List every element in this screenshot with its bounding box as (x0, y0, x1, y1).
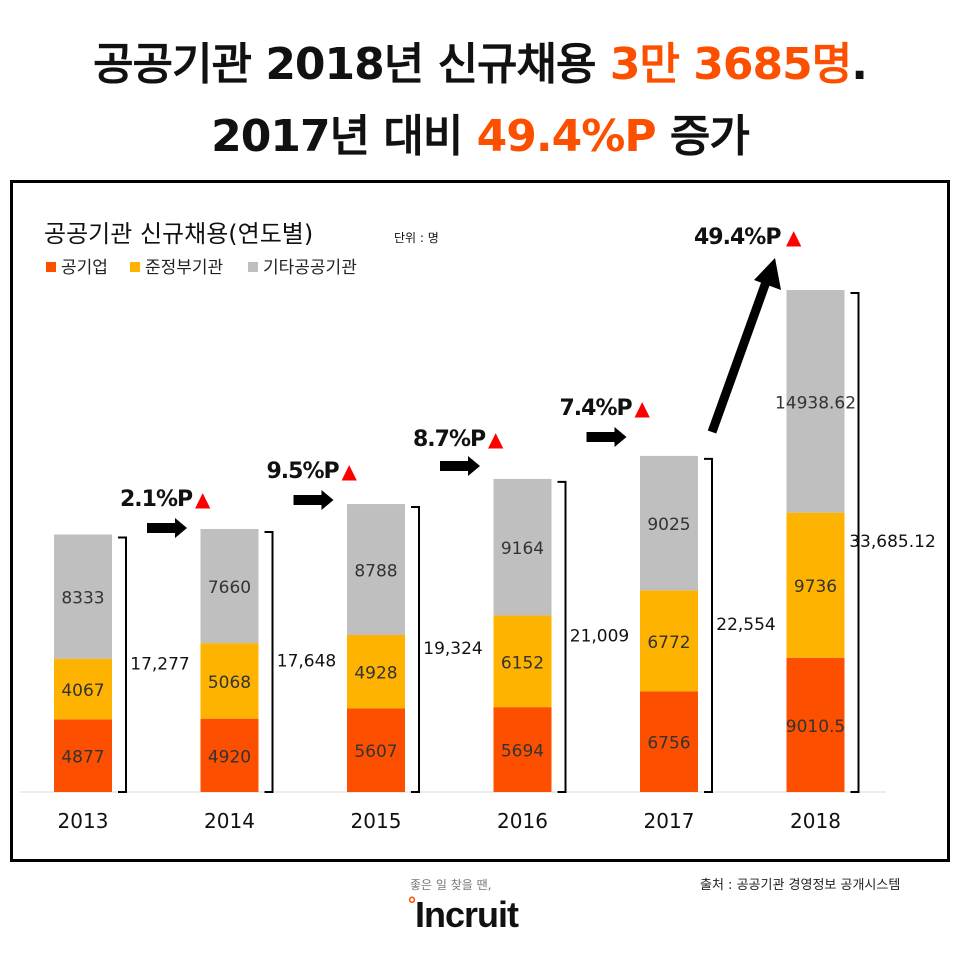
bar-segment (347, 708, 405, 792)
bar-segment (640, 455, 698, 591)
unit-label: 단위 : 명 (394, 231, 439, 245)
segment-label: 4067 (61, 681, 104, 701)
segment-label: 5068 (208, 673, 251, 693)
segment-label: 9736 (794, 577, 837, 597)
source-note: 출처 : 공공기관 경영정보 공개시스템 (700, 878, 901, 893)
segment-label: 6756 (647, 734, 690, 754)
total-bracket (704, 457, 713, 793)
segment-label: 14938.62 (775, 393, 856, 413)
segment-label: 4928 (354, 664, 397, 684)
legend-label: 기타공공기관 (263, 258, 357, 278)
legend-swatch (248, 262, 258, 272)
up-triangle-icon: ▲ (786, 225, 802, 249)
bar-segment (640, 590, 698, 692)
chart-frame (10, 180, 950, 862)
right-arrow-icon (293, 490, 334, 510)
bar-segment (786, 657, 845, 792)
incruit-logo: °Incruit (408, 894, 519, 935)
headline-line-1: 공공기관 2018년 신규채용 3만 3685명. (0, 28, 960, 92)
big-arrow-head (754, 258, 781, 290)
x-tick-label: 2014 (204, 809, 255, 833)
total-bracket (557, 480, 567, 793)
x-tick-label: 2013 (58, 809, 109, 833)
total-label: 22,554 (716, 615, 775, 635)
growth-label: 9.5%P (267, 459, 340, 484)
legend-swatch (46, 262, 56, 272)
headline-line-2: 2017년 대비 49.4%P 증가 (0, 100, 960, 164)
growth-label: 49.4%P (694, 225, 781, 250)
up-triangle-icon: ▲ (488, 427, 504, 451)
legend-label: 준정부기관 (145, 258, 223, 278)
logo-tagline: 좋은 일 찾을 땐, (410, 878, 492, 892)
bar-segment (493, 478, 552, 616)
bar-segment (493, 615, 552, 708)
bar-segment (54, 658, 112, 720)
chart-title: 공공기관 신규채용(연도별) (44, 220, 313, 248)
x-tick-label: 2016 (497, 809, 548, 833)
bar-segment (786, 512, 845, 658)
bar-segment (786, 290, 845, 513)
segment-label: 6152 (501, 653, 544, 673)
total-bracket (264, 530, 274, 793)
total-label: 33,685.12 (849, 532, 936, 552)
growth-label: 8.7%P (413, 427, 486, 452)
bar-segment (200, 643, 259, 719)
headline-accent: 3만 3685명 (609, 39, 852, 90)
headline-text: . (851, 39, 868, 90)
segment-label: 8333 (61, 589, 104, 609)
x-tick-label: 2018 (790, 809, 841, 833)
total-bracket (411, 506, 420, 793)
bar-segment (200, 528, 259, 644)
up-triangle-icon: ▲ (635, 396, 651, 420)
right-arrow-icon (440, 456, 480, 476)
bar-segment (54, 534, 112, 659)
big-up-arrow-icon (707, 280, 771, 434)
segment-label: 5607 (354, 742, 397, 762)
total-label: 17,648 (277, 651, 336, 671)
growth-label: 7.4%P (560, 396, 633, 421)
total-bracket (850, 292, 860, 793)
up-triangle-icon: ▲ (342, 459, 358, 483)
segment-label: 9164 (501, 539, 544, 559)
bar-segment (347, 504, 405, 635)
bar-segment (200, 718, 259, 792)
segment-label: 5694 (501, 742, 544, 762)
segment-label: 6772 (647, 633, 690, 653)
total-label: 17,277 (130, 654, 189, 674)
growth-label: 2.1%P (120, 487, 193, 512)
legend-swatch (130, 262, 140, 272)
headline-accent: 49.4%P (476, 111, 657, 162)
total-label: 21,009 (570, 626, 629, 646)
total-label: 19,324 (423, 639, 482, 659)
x-tick-label: 2017 (644, 809, 695, 833)
segment-label: 4877 (61, 748, 104, 768)
up-triangle-icon: ▲ (195, 487, 211, 511)
legend-label: 공기업 (61, 258, 108, 278)
segment-label: 9010.5 (786, 717, 845, 737)
headline-text: 증가 (655, 111, 750, 162)
bar-segment (347, 634, 405, 709)
total-bracket (118, 536, 127, 793)
segment-label: 7660 (208, 578, 251, 598)
bar-segment (640, 691, 698, 792)
right-arrow-icon (586, 427, 627, 447)
segment-label: 9025 (647, 515, 690, 535)
segment-label: 8788 (354, 562, 397, 582)
logo-text: Incruit (415, 894, 519, 935)
right-arrow-icon (147, 518, 187, 538)
segment-label: 4920 (208, 747, 251, 767)
bar-segment (54, 719, 112, 792)
bar-segment (493, 707, 552, 792)
x-tick-label: 2015 (351, 809, 402, 833)
headline-text: 공공기관 2018년 신규채용 (93, 39, 610, 90)
headline-text: 2017년 대비 (211, 111, 477, 162)
